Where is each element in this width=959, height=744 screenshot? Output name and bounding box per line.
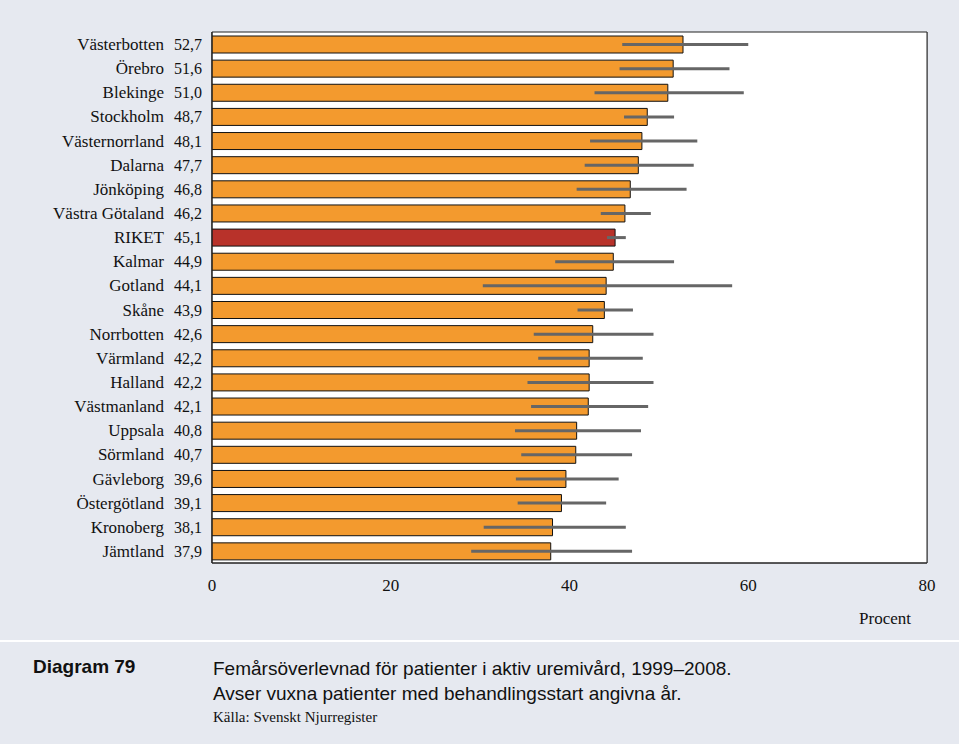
svg-text:48,1: 48,1 — [174, 133, 202, 150]
svg-text:Uppsala: Uppsala — [108, 421, 164, 440]
svg-text:20: 20 — [382, 576, 399, 595]
svg-text:RIKET: RIKET — [114, 228, 165, 247]
svg-text:Västernorrland: Västernorrland — [62, 132, 164, 151]
svg-text:Skåne: Skåne — [122, 301, 164, 320]
svg-text:44,9: 44,9 — [174, 253, 202, 270]
svg-text:Gotland: Gotland — [109, 276, 164, 295]
svg-text:0: 0 — [208, 576, 217, 595]
svg-text:44,1: 44,1 — [174, 277, 202, 294]
svg-text:42,2: 42,2 — [174, 350, 202, 367]
svg-text:Örebro: Örebro — [116, 59, 164, 78]
svg-text:Stockholm: Stockholm — [90, 107, 164, 126]
svg-text:Kronoberg: Kronoberg — [91, 518, 165, 537]
svg-text:45,1: 45,1 — [174, 229, 202, 246]
svg-text:Gävleborg: Gävleborg — [93, 470, 165, 489]
svg-text:52,7: 52,7 — [174, 36, 202, 53]
svg-text:46,2: 46,2 — [174, 205, 202, 222]
svg-text:43,9: 43,9 — [174, 302, 202, 319]
svg-text:39,6: 39,6 — [174, 471, 202, 488]
svg-text:Norrbotten: Norrbotten — [89, 325, 164, 344]
html-text:Avser vuxna patienter med beha: Avser vuxna patienter med behandlingssta… — [213, 683, 682, 704]
svg-text:Västmanland: Västmanland — [74, 397, 164, 416]
svg-text:Värmland: Värmland — [96, 349, 164, 368]
svg-text:Kalmar: Kalmar — [113, 252, 164, 271]
svg-text:Jönköping: Jönköping — [93, 180, 164, 199]
svg-text:Jämtland: Jämtland — [103, 542, 165, 561]
svg-text:51,0: 51,0 — [174, 84, 202, 101]
svg-text:42,6: 42,6 — [174, 326, 202, 343]
svg-text:47,7: 47,7 — [174, 157, 202, 174]
svg-text:60: 60 — [740, 576, 757, 595]
svg-text:Sörmland: Sörmland — [98, 445, 165, 464]
svg-text:80: 80 — [919, 576, 936, 595]
svg-text:Blekinge: Blekinge — [103, 83, 164, 102]
svg-text:48,7: 48,7 — [174, 108, 202, 125]
html-text:Källa: Svenskt Njurregister: Källa: Svenskt Njurregister — [213, 709, 378, 725]
svg-text:42,2: 42,2 — [174, 374, 202, 391]
svg-text:46,8: 46,8 — [174, 181, 202, 198]
svg-text:42,1: 42,1 — [174, 398, 202, 415]
svg-text:Västra Götaland: Västra Götaland — [53, 204, 164, 223]
svg-text:38,1: 38,1 — [174, 519, 202, 536]
svg-text:51,6: 51,6 — [174, 60, 202, 77]
svg-text:Procent: Procent — [859, 609, 911, 628]
svg-text:Dalarna: Dalarna — [110, 156, 164, 175]
svg-text:40: 40 — [561, 576, 578, 595]
svg-text:40,7: 40,7 — [174, 446, 202, 463]
svg-text:37,9: 37,9 — [174, 543, 202, 560]
html-text:Diagram 79: Diagram 79 — [33, 656, 136, 677]
svg-text:40,8: 40,8 — [174, 422, 202, 439]
svg-text:Halland: Halland — [110, 373, 164, 392]
svg-text:Östergötland: Östergötland — [76, 494, 164, 513]
html-text:Femårsöverlevnad för patienter: Femårsöverlevnad för patienter i aktiv u… — [213, 658, 732, 679]
svg-text:39,1: 39,1 — [174, 495, 202, 512]
svg-text:Västerbotten: Västerbotten — [77, 35, 164, 54]
